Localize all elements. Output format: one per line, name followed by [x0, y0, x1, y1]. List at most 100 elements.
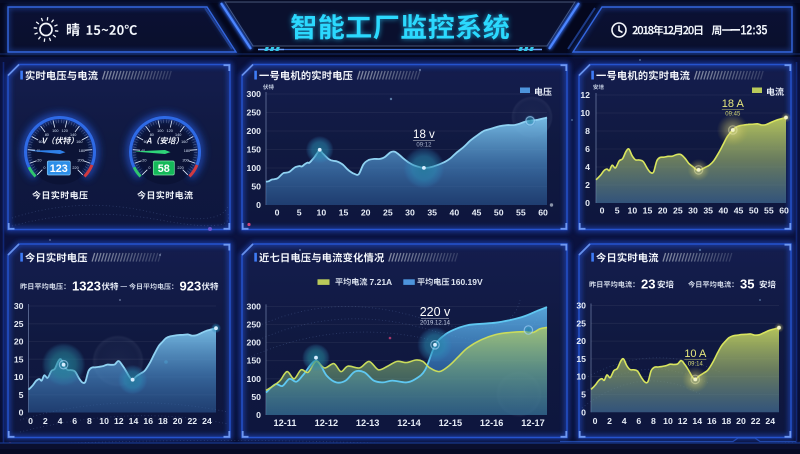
svg-text:180: 180 — [184, 149, 190, 153]
svg-text:12-11: 12-11 — [274, 418, 297, 428]
svg-text:160.19V: 160.19V — [451, 277, 483, 287]
svg-text:10: 10 — [663, 416, 673, 426]
svg-text:0: 0 — [28, 416, 33, 426]
svg-text:20: 20 — [361, 208, 371, 218]
svg-text:30: 30 — [14, 301, 24, 311]
svg-text:16: 16 — [707, 416, 717, 426]
svg-text:45: 45 — [472, 208, 482, 218]
svg-text:0: 0 — [256, 200, 261, 210]
svg-text:50: 50 — [251, 392, 261, 402]
svg-text:2: 2 — [43, 416, 48, 426]
svg-text:15: 15 — [576, 354, 586, 364]
svg-text:0: 0 — [256, 410, 261, 420]
svg-text:5: 5 — [581, 390, 586, 400]
svg-text:50: 50 — [749, 206, 759, 216]
svg-text:15: 15 — [14, 354, 24, 364]
svg-text:4: 4 — [58, 416, 63, 426]
svg-text:25: 25 — [14, 319, 24, 329]
svg-text:20: 20 — [37, 158, 41, 162]
svg-text:250: 250 — [247, 108, 262, 118]
svg-text:10: 10 — [576, 372, 586, 382]
svg-text:09:12: 09:12 — [416, 143, 432, 149]
svg-text:6: 6 — [585, 144, 590, 154]
svg-text:0: 0 — [148, 166, 150, 170]
svg-text:123: 123 — [50, 163, 68, 175]
svg-text:0: 0 — [600, 206, 605, 216]
svg-text:15: 15 — [643, 206, 653, 216]
svg-text:20: 20 — [14, 337, 24, 347]
svg-text:5: 5 — [297, 208, 302, 218]
svg-text:20: 20 — [173, 416, 183, 426]
svg-text:14: 14 — [692, 416, 702, 426]
svg-text:7.21A: 7.21A — [370, 277, 393, 287]
svg-text:20: 20 — [142, 158, 146, 162]
svg-text:35: 35 — [703, 206, 713, 216]
svg-text:100: 100 — [247, 163, 262, 173]
svg-text:80: 80 — [150, 133, 154, 137]
svg-text:60: 60 — [538, 208, 548, 218]
svg-text:18 v: 18 v — [413, 129, 435, 141]
svg-text:25: 25 — [576, 318, 586, 328]
svg-text:220: 220 — [72, 166, 78, 170]
svg-text:0: 0 — [275, 208, 280, 218]
svg-text:10: 10 — [628, 206, 638, 216]
svg-text:2: 2 — [585, 180, 590, 190]
svg-text:10 A: 10 A — [684, 348, 707, 360]
svg-text:12:35: 12:35 — [741, 22, 768, 38]
svg-text:55: 55 — [764, 206, 774, 216]
svg-text:10: 10 — [99, 416, 109, 426]
svg-text:100: 100 — [247, 374, 262, 384]
svg-text:1323: 1323 — [72, 279, 101, 294]
svg-text:55: 55 — [516, 208, 526, 218]
svg-text:16: 16 — [143, 416, 153, 426]
svg-text:160: 160 — [76, 140, 82, 144]
svg-text:18 A: 18 A — [722, 98, 745, 110]
svg-text:10: 10 — [14, 372, 24, 382]
svg-text:200: 200 — [182, 158, 188, 162]
svg-text:250: 250 — [247, 320, 262, 330]
svg-text:6: 6 — [636, 416, 641, 426]
svg-text:150: 150 — [247, 356, 262, 366]
svg-text:5: 5 — [19, 390, 24, 400]
svg-text:5: 5 — [615, 206, 620, 216]
svg-text:12-17: 12-17 — [521, 418, 545, 428]
svg-text:6: 6 — [72, 416, 77, 426]
svg-text:160: 160 — [181, 140, 187, 144]
svg-text:2019.12.14: 2019.12.14 — [420, 321, 451, 327]
svg-text:40: 40 — [719, 206, 729, 216]
svg-text:4: 4 — [585, 162, 590, 172]
svg-text:35: 35 — [740, 277, 754, 292]
svg-text:120: 120 — [62, 129, 68, 133]
svg-text:12: 12 — [580, 90, 590, 100]
svg-text:10: 10 — [580, 108, 590, 118]
svg-text:140: 140 — [70, 133, 76, 137]
svg-text:2: 2 — [607, 416, 612, 426]
svg-text:12-13: 12-13 — [356, 418, 380, 428]
svg-text:40: 40 — [450, 208, 460, 218]
svg-text:18: 18 — [722, 416, 732, 426]
svg-text:60: 60 — [779, 206, 789, 216]
svg-text:50: 50 — [251, 182, 261, 192]
svg-text:12: 12 — [678, 416, 688, 426]
svg-text:100: 100 — [52, 129, 58, 133]
svg-text:22: 22 — [187, 416, 197, 426]
svg-text:200: 200 — [77, 158, 83, 162]
svg-text:120: 120 — [167, 129, 173, 133]
svg-text:60: 60 — [39, 140, 43, 144]
svg-text:0: 0 — [585, 198, 590, 208]
svg-text:25: 25 — [383, 208, 393, 218]
svg-text:18: 18 — [158, 416, 168, 426]
svg-text:220 v: 220 v — [420, 305, 451, 319]
svg-text:200: 200 — [247, 126, 262, 136]
svg-text:10: 10 — [317, 208, 327, 218]
svg-text:150: 150 — [247, 145, 262, 155]
svg-text:8: 8 — [87, 416, 92, 426]
svg-text:20: 20 — [736, 416, 746, 426]
svg-text:140: 140 — [175, 133, 181, 137]
svg-text:23: 23 — [641, 277, 655, 292]
svg-text:8: 8 — [651, 416, 656, 426]
svg-text:30: 30 — [576, 301, 586, 311]
svg-text:35: 35 — [427, 208, 437, 218]
svg-text:12-12: 12-12 — [315, 418, 339, 428]
svg-text:300: 300 — [247, 301, 262, 311]
